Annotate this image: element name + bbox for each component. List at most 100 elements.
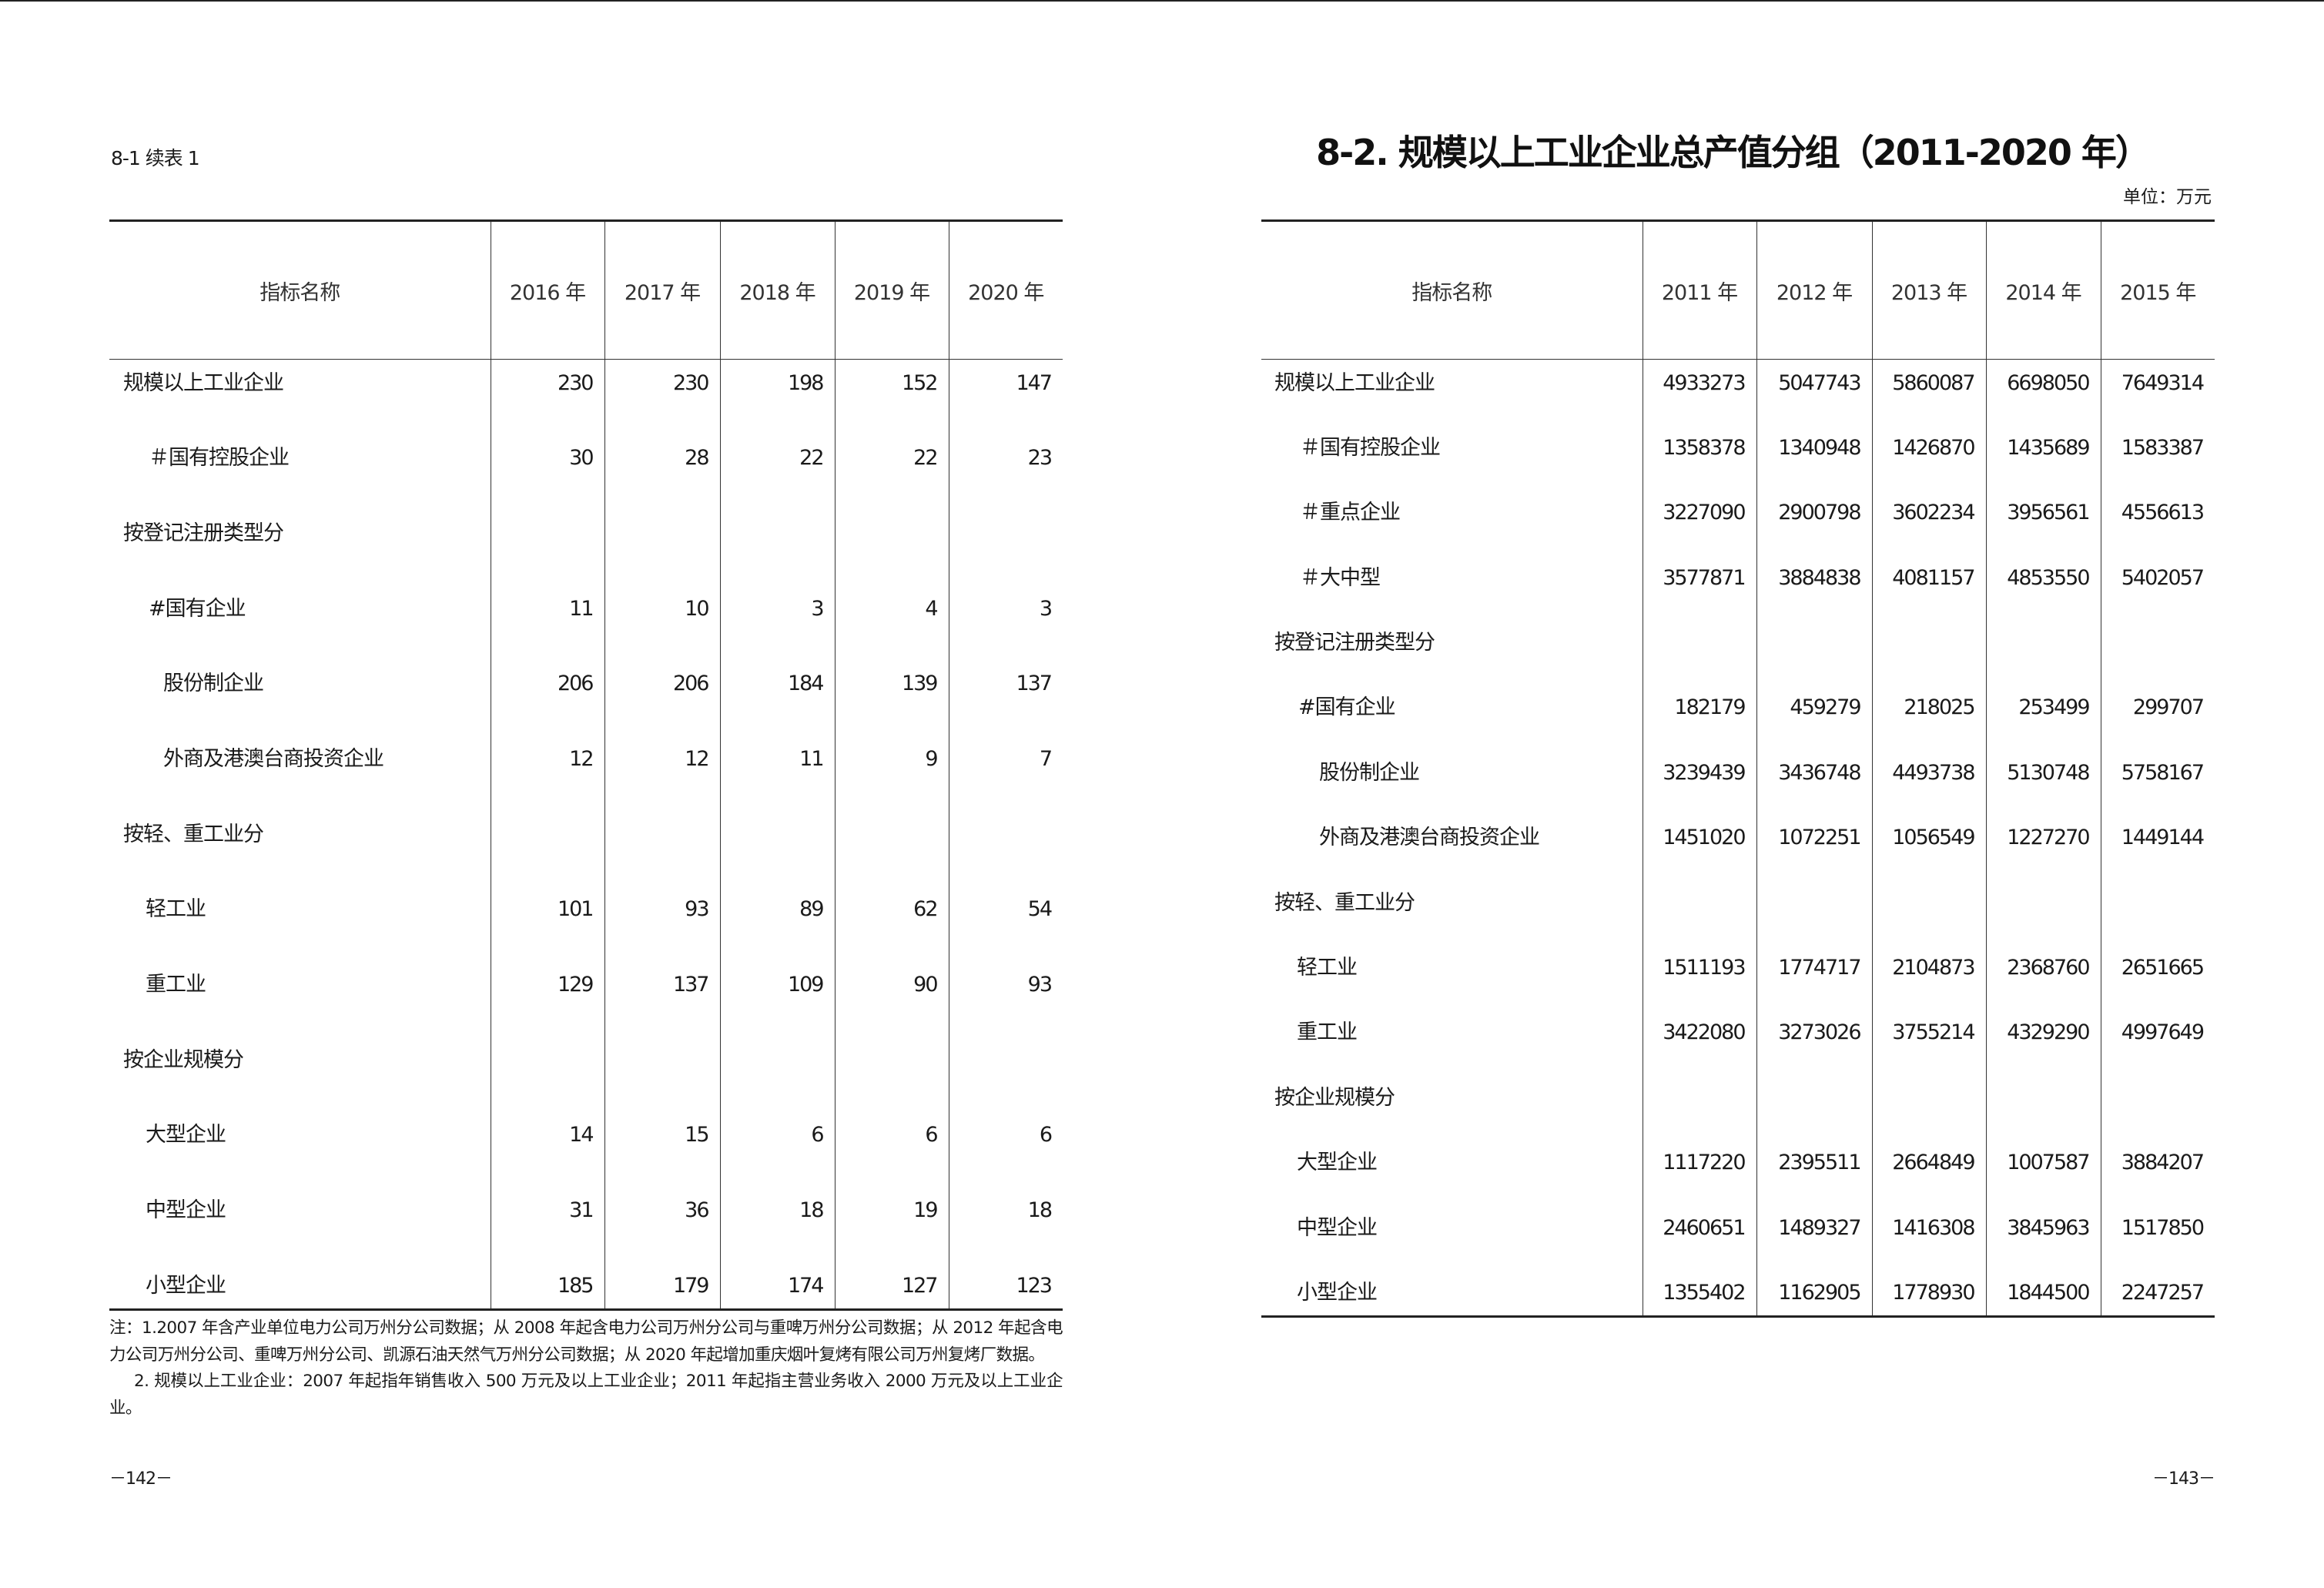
cell-value: 11	[490, 585, 604, 661]
cell-value	[1985, 1074, 2101, 1140]
cell-value: 3755214	[1871, 1009, 1986, 1074]
cell-value: 1844500	[1985, 1268, 2101, 1317]
cell-value: 4853550	[1985, 554, 2101, 620]
table-row: 规模以上工业企业 230 230 198 152 147	[109, 359, 1063, 435]
cell-value: 18	[948, 1187, 1063, 1262]
cell-value: 3239439	[1642, 749, 1756, 815]
cell-value	[1756, 879, 1872, 945]
cell-value: 6	[948, 1111, 1063, 1188]
table-row: 重工业 129 137 109 90 93	[109, 961, 1063, 1037]
cell-value: 3577871	[1642, 554, 1756, 620]
cell-value	[604, 810, 720, 886]
cell-value	[948, 1036, 1063, 1112]
cell-value: 1056549	[1871, 814, 1986, 879]
cell-value: 4997649	[2100, 1009, 2215, 1074]
cell-value: 185	[490, 1261, 604, 1310]
row-label: 重工业	[1297, 1020, 1358, 1045]
cell-value: 28	[604, 434, 720, 510]
cell-value: 1511193	[1642, 944, 1756, 1010]
row-label: ＃国有控股企业	[149, 446, 290, 471]
row-label: 按轻、重工业分	[1274, 890, 1415, 915]
row-label: 中型企业	[146, 1198, 226, 1223]
row-label: 外商及港澳台商投资企业	[163, 746, 384, 771]
cell-value: 6	[719, 1111, 835, 1188]
cell-value	[948, 810, 1063, 886]
cell-value	[490, 810, 604, 886]
cell-value: 18	[719, 1187, 835, 1262]
header-year: 2012 年	[1756, 220, 1872, 360]
cell-value: 1517850	[2100, 1204, 2215, 1269]
table-row: 轻工业 1511193 1774717 2104873 2368760 2651665	[1261, 944, 2215, 1010]
cell-value: 36	[604, 1187, 720, 1262]
cell-value: 11	[719, 735, 835, 811]
table-row: 中型企业 2460651 1489327 1416308 3845963 1517850	[1261, 1204, 2215, 1269]
cell-value: 5047743	[1756, 359, 1872, 424]
row-label: 重工业	[146, 973, 206, 997]
cell-value: 3845963	[1985, 1204, 2101, 1269]
header-indicator-name: 指标名称	[109, 220, 491, 360]
cell-value: 3884207	[2100, 1139, 2215, 1204]
cell-value	[2100, 619, 2215, 685]
cell-value: 182179	[1642, 684, 1756, 749]
row-label: ＃重点企业	[1300, 501, 1401, 525]
cell-value: 184	[719, 660, 835, 735]
cell-value: 4933273	[1642, 359, 1756, 424]
table-row: 按企业规模分	[1261, 1074, 2215, 1140]
cell-value: 2664849	[1871, 1139, 1986, 1204]
cell-value: 174	[719, 1261, 835, 1310]
cell-value: 101	[490, 886, 604, 961]
cell-value: 93	[948, 961, 1063, 1037]
cell-value: 3956561	[1985, 489, 2101, 554]
cell-value: 1162905	[1756, 1268, 1872, 1317]
table-row: 按轻、重工业分	[109, 810, 1063, 886]
cell-value: 9	[834, 735, 949, 811]
table-row: 股份制企业 206 206 184 139 137	[109, 660, 1063, 735]
row-label: 按企业规模分	[123, 1047, 244, 1072]
header-year: 2013 年	[1871, 220, 1986, 360]
row-label: 小型企业	[146, 1273, 226, 1298]
cell-value: 12	[604, 735, 720, 811]
cell-value: 5402057	[2100, 554, 2215, 620]
cell-value: 3436748	[1756, 749, 1872, 815]
cell-value	[719, 1036, 835, 1112]
cell-value: 90	[834, 961, 949, 1037]
cell-value: 2651665	[2100, 944, 2215, 1010]
cell-value: 2460651	[1642, 1204, 1756, 1269]
cell-value: 4493738	[1871, 749, 1986, 815]
cell-value	[1871, 619, 1986, 685]
table-row: ＃国有控股企业 1358378 1340948 1426870 1435689 15833…	[1261, 424, 2215, 490]
table-row: ＃大中型 3577871 3884838 4081157 4853550 5402057	[1261, 554, 2215, 620]
cell-value: 4	[834, 585, 949, 661]
note-2: 2. 规模以上工业企业：2007 年起指年销售收入 500 万元及以上工业企业；…	[109, 1372, 1063, 1418]
cell-value: 22	[834, 434, 949, 510]
cell-value	[604, 1036, 720, 1112]
cell-value: 4081157	[1871, 554, 1986, 620]
cell-value: 1449144	[2100, 814, 2215, 879]
cell-value	[1756, 619, 1872, 685]
table-row: #国有企业 11 10 3 4 3	[109, 585, 1063, 661]
cell-value: 22	[719, 434, 835, 510]
cell-value: 4329290	[1985, 1009, 2101, 1074]
cell-value: 137	[604, 961, 720, 1037]
cell-value: 1774717	[1756, 944, 1872, 1010]
cell-value: 4556613	[2100, 489, 2215, 554]
cell-value: 230	[604, 359, 720, 435]
table-notes: 注：1.2007 年含产业单位电力公司万州分公司数据；从 2008 年起含电力公…	[109, 1315, 1063, 1422]
table-row: 规模以上工业企业 4933273 5047743 5860087 6698050 7649…	[1261, 359, 2215, 424]
cell-value: 1778930	[1871, 1268, 1986, 1317]
cell-value: 1227270	[1985, 814, 2101, 879]
table-row: 股份制企业 3239439 3436748 4493738 5130748 5758167	[1261, 749, 2215, 815]
note-1: 注：1.2007 年含产业单位电力公司万州分公司数据；从 2008 年起含电力公…	[109, 1318, 1063, 1365]
cell-value: 2395511	[1756, 1139, 1872, 1204]
cell-value	[948, 509, 1063, 585]
cell-value: 7649314	[2100, 359, 2215, 424]
cell-value	[1871, 879, 1986, 945]
table-row: 轻工业 101 93 89 62 54	[109, 886, 1063, 961]
row-label: 按登记注册类型分	[1274, 631, 1435, 655]
cell-value: 12	[490, 735, 604, 811]
cell-value: 89	[719, 886, 835, 961]
row-label: 大型企业	[1297, 1151, 1378, 1175]
cell-value: 6698050	[1985, 359, 2101, 424]
table-caption: 8-1 续表 1	[111, 147, 200, 169]
row-label: 小型企业	[1297, 1280, 1378, 1305]
